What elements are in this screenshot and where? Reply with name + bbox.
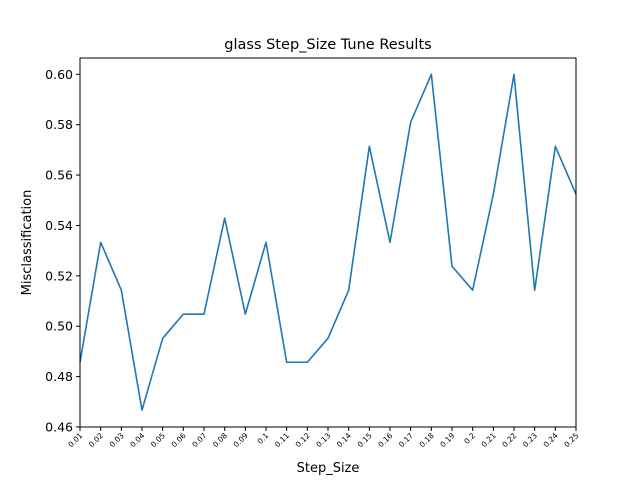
data-point [244, 313, 246, 315]
y-tick-label: 0.46 [45, 420, 73, 435]
data-point [513, 73, 515, 75]
y-axis-title: Misclassification [20, 190, 35, 296]
plot-area [79, 73, 577, 411]
data-point [327, 337, 329, 339]
data-point [265, 241, 267, 243]
y-tick-label: 0.52 [45, 268, 73, 283]
data-point [430, 73, 432, 75]
data-point [368, 145, 370, 147]
data-point [554, 145, 556, 147]
y-tick-label: 0.54 [45, 218, 73, 233]
data-point [223, 217, 225, 219]
y-axis: 0.46 0.48 0.50 0.52 0.54 0.56 0.58 0.60 [45, 67, 80, 435]
data-point [203, 313, 205, 315]
y-tick-label: 0.58 [45, 117, 73, 132]
y-tick-label: 0.60 [45, 67, 73, 82]
data-point [141, 409, 143, 411]
x-axis-title: Step_Size [297, 461, 360, 476]
data-point [161, 337, 163, 339]
data-point [451, 265, 453, 267]
data-point [120, 289, 122, 291]
data-point [99, 241, 101, 243]
data-point [306, 361, 308, 363]
data-point [471, 289, 473, 291]
data-point [389, 241, 391, 243]
series-line [79, 73, 577, 411]
chart-title: glass Step_Size Tune Results [224, 37, 431, 53]
data-point [182, 313, 184, 315]
data-point [285, 361, 287, 363]
y-tick-label: 0.50 [45, 319, 73, 334]
data-point [347, 289, 349, 291]
y-tick-label: 0.56 [45, 168, 73, 183]
data-point [492, 193, 494, 195]
data-point [409, 121, 411, 123]
y-tick-label: 0.48 [45, 369, 73, 384]
data-point [533, 289, 535, 291]
